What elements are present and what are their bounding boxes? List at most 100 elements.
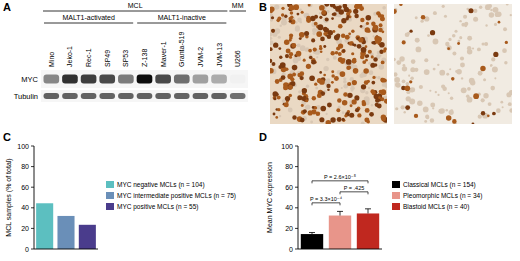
ihc-texture [452,34,456,38]
ihc-cell [282,68,285,71]
ihc-cell [278,47,281,50]
ihc-cell [310,16,315,21]
ihc-cell [349,113,354,118]
ihc-texture [496,108,501,113]
ihc-texture [305,104,310,109]
band [81,75,97,84]
ihc-cell [280,62,286,68]
y-tick-label: 60 [285,184,293,191]
ihc-cell [312,96,316,100]
ihc-cell [324,4,329,7]
ihc-texture [481,98,485,102]
ihc-cell [325,28,329,32]
ihc-texture [306,84,309,87]
ihc-texture [326,113,328,115]
ihc-texture [455,70,458,73]
lane-label: JVM-2 [197,47,204,67]
ihc-texture [410,76,414,80]
row-label: MYC [21,75,38,84]
ihc-cell [341,49,345,53]
ihc-cell [273,43,278,48]
ihc-cell [358,37,363,42]
ihc-cell [309,56,313,60]
ihc-cell [409,29,412,32]
ihc-cell [336,33,340,37]
ihc-cell [296,51,302,57]
ihc-cell [311,60,316,65]
error-bar [365,209,371,214]
y-tick-label: 20 [21,225,29,232]
ihc-texture [483,78,486,81]
ihc-cell [292,65,298,71]
ihc-cell [281,75,286,80]
ihc-cell [273,97,276,100]
ihc-texture [326,58,329,61]
ihc-cell [352,99,357,104]
ihc-cell [366,15,372,21]
ihc-cell [360,25,363,28]
ihc-cell [327,103,332,108]
legend-swatch [392,192,400,199]
ihc-cell [270,68,274,74]
plot-area [36,203,96,249]
ihc-cell [374,94,379,99]
ihc-texture [467,87,471,91]
ihc-background [270,4,387,124]
ihc-texture [490,9,492,11]
ihc-cell [313,47,317,51]
ihc-texture [343,80,347,84]
ihc-texture [405,32,410,37]
group-label: MM [232,2,244,9]
ihc-texture [426,116,429,119]
ihc-cell [480,66,485,71]
ihc-cell [376,36,382,42]
ihc-cell [270,59,272,63]
ihc-texture [401,105,405,109]
ihc-texture [509,108,512,113]
ihc-cell [353,68,359,74]
ihc-texture [402,66,407,71]
ihc-cell [353,9,358,14]
ihc-cell [272,62,276,66]
ihc-cell [331,70,334,73]
y-tick-label: 100 [281,143,293,150]
legend-label: Classical MCLs (n = 154) [403,181,476,189]
ihc-cell [414,114,418,118]
ihc-cell [283,85,288,90]
legend-swatch [106,203,114,210]
significance-bracket [340,192,368,195]
ihc-texture [433,39,439,45]
ihc-cell [320,50,323,53]
ihc-texture [478,115,482,119]
ihc-cell [291,43,296,48]
ihc-texture [319,12,321,14]
ihc-texture [442,5,445,8]
error-cap [309,232,315,233]
ihc-cell [366,22,369,25]
ihc-texture [350,89,353,92]
ihc-cell [381,30,384,33]
ihc-texture [333,56,337,60]
ihc-texture [425,115,429,119]
ihc-texture [502,48,507,53]
ihc-cell [430,30,435,35]
ihc-cell [371,41,374,44]
ihc-texture [411,59,416,64]
ihc-texture [410,67,415,72]
band [62,75,78,84]
ihc-texture [427,34,430,37]
ihc-texture [298,90,301,93]
ihc-texture [424,58,428,62]
ihc-texture [438,109,443,114]
error-cap [337,211,343,212]
error-stem [368,209,369,214]
ihc-cell [289,36,293,40]
ihc-texture [323,66,328,71]
ihc-texture [421,15,424,18]
band [230,93,246,99]
legend-swatch [106,192,114,199]
ihc-cell [405,105,410,110]
y-tick-label: 100 [17,143,29,150]
ihc-cell [457,42,460,45]
ihc-cell [335,51,339,55]
